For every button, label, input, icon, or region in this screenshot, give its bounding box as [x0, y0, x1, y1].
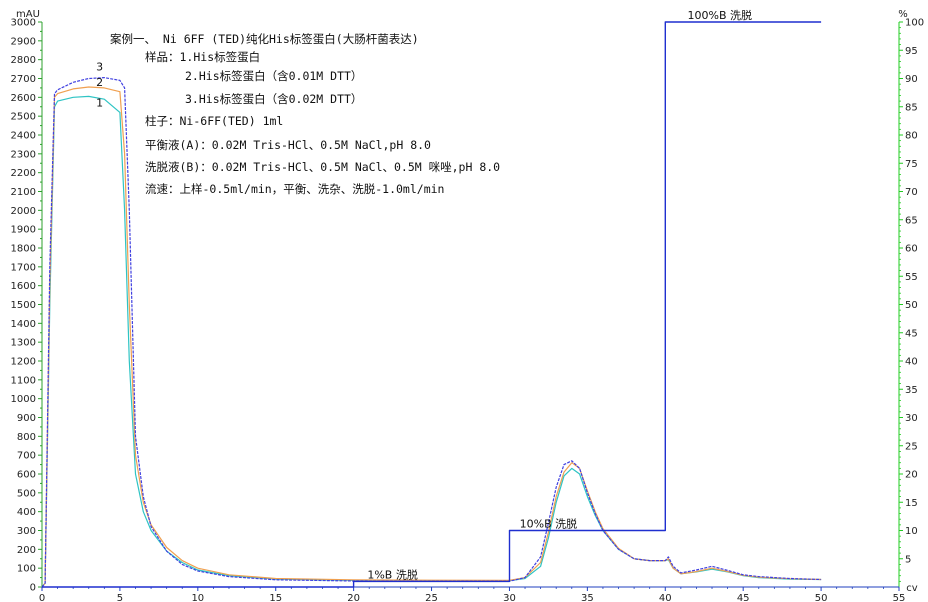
y-tick-label: 1200 — [11, 357, 36, 368]
y-tick-label: 500 — [17, 488, 36, 499]
y2-tick-label: 75 — [905, 159, 918, 170]
y-tick-label: 1900 — [11, 225, 36, 236]
x-unit-label: cv — [906, 583, 917, 594]
y2-tick-label: 35 — [905, 385, 918, 396]
x-tick-label: 50 — [815, 593, 828, 602]
y-tick-label: 200 — [17, 545, 36, 556]
y-tick-label: 900 — [17, 413, 36, 424]
y2-tick-label: 5 — [905, 554, 911, 565]
y-tick-label: 0 — [30, 583, 36, 594]
y2-tick-label: 85 — [905, 102, 918, 113]
x-tick-label: 30 — [503, 593, 516, 602]
x-tick-label: 5 — [117, 593, 123, 602]
x-tick-label: 55 — [893, 593, 906, 602]
y2-tick-label: 55 — [905, 272, 918, 283]
annotation-line: 3.His标签蛋白（含0.02M DTT） — [185, 92, 362, 106]
y-tick-label: 1700 — [11, 262, 36, 273]
y-tick-label: 1300 — [11, 338, 36, 349]
annotation-line: 洗脱液(B)：0.02M Tris-HCl、0.5M NaCl、0.5M 咪唑,… — [145, 160, 500, 174]
x-tick-label: 0 — [39, 593, 45, 602]
y-tick-label: 2000 — [11, 206, 36, 217]
y2-tick-label: 20 — [905, 470, 918, 481]
curve-number-label: 3 — [96, 61, 103, 74]
y2-tick-label: 45 — [905, 328, 918, 339]
x-tick-label: 25 — [425, 593, 438, 602]
y-tick-label: 2200 — [11, 168, 36, 179]
y2-tick-label: 15 — [905, 498, 918, 509]
y2-tick-label: 60 — [905, 244, 918, 255]
y-tick-label: 100 — [17, 564, 36, 575]
x-tick-label: 10 — [191, 593, 204, 602]
y-tick-label: 800 — [17, 432, 36, 443]
y-tick-label: 600 — [17, 470, 36, 481]
curve-number-label: 2 — [96, 76, 103, 89]
y-unit-label: mAU — [16, 9, 40, 20]
x-tick-label: 20 — [347, 593, 360, 602]
y2-unit-label: % — [898, 9, 908, 20]
y-tick-label: 2400 — [11, 131, 36, 142]
x-tick-label: 45 — [737, 593, 750, 602]
y-tick-label: 1600 — [11, 281, 36, 292]
y2-tick-label: 90 — [905, 74, 918, 85]
y-tick-label: 3000 — [11, 18, 36, 29]
y2-tick-label: 95 — [905, 46, 918, 57]
y2-tick-label: 40 — [905, 357, 918, 368]
absorbance-curve-3 — [41, 77, 822, 588]
y-tick-label: 1500 — [11, 300, 36, 311]
y-tick-label: 1800 — [11, 244, 36, 255]
x-tick-label: 35 — [581, 593, 594, 602]
chart-axes: 0100200300400500600700800900100011001200… — [11, 9, 925, 602]
y-tick-label: 300 — [17, 526, 36, 537]
y-tick-label: 2500 — [11, 112, 36, 123]
y2-tick-label: 30 — [905, 413, 918, 424]
x-tick-label: 15 — [269, 593, 282, 602]
y2-tick-label: 100 — [905, 18, 924, 29]
y2-tick-label: 25 — [905, 441, 918, 452]
y-tick-label: 2700 — [11, 74, 36, 85]
stage-label: 100%B 洗脱 — [688, 8, 753, 22]
y-tick-label: 400 — [17, 507, 36, 518]
y-tick-label: 2800 — [11, 55, 36, 66]
annotation-line: 样品：1.His标签蛋白 — [145, 50, 260, 64]
y2-tick-label: 50 — [905, 300, 918, 311]
annotation-line: 流速：上样-0.5ml/min，平衡、洗杂、洗脱-1.0ml/min — [145, 182, 444, 196]
y-tick-label: 2600 — [11, 93, 36, 104]
absorbance-curve-2 — [41, 86, 822, 588]
y-tick-label: 2900 — [11, 36, 36, 47]
annotation-line: 2.His标签蛋白（含0.01M DTT） — [185, 69, 362, 83]
annotation-line: 平衡液(A)：0.02M Tris-HCl、0.5M NaCl,pH 8.0 — [145, 138, 431, 152]
y-tick-label: 2300 — [11, 149, 36, 160]
gradient-step-line — [42, 21, 822, 588]
y-tick-label: 700 — [17, 451, 36, 462]
y-tick-label: 2100 — [11, 187, 36, 198]
y2-tick-label: 65 — [905, 215, 918, 226]
chart-series — [41, 21, 822, 588]
y-tick-label: 1000 — [11, 394, 36, 405]
annotation-line: 柱子：Ni-6FF(TED) 1ml — [145, 114, 283, 128]
stage-label: 10%B 洗脱 — [520, 517, 578, 531]
stage-label: 1%B 洗脱 — [367, 567, 418, 581]
y2-tick-label: 10 — [905, 526, 918, 537]
y2-tick-label: 80 — [905, 131, 918, 142]
curve-number-label: 1 — [96, 97, 103, 110]
y2-tick-label: 70 — [905, 187, 918, 198]
annotation-line: 案例一、 Ni 6FF (TED)纯化His标签蛋白(大肠杆菌表达) — [110, 32, 419, 46]
y-tick-label: 1100 — [11, 375, 36, 386]
y-tick-label: 1400 — [11, 319, 36, 330]
x-tick-label: 40 — [659, 593, 672, 602]
